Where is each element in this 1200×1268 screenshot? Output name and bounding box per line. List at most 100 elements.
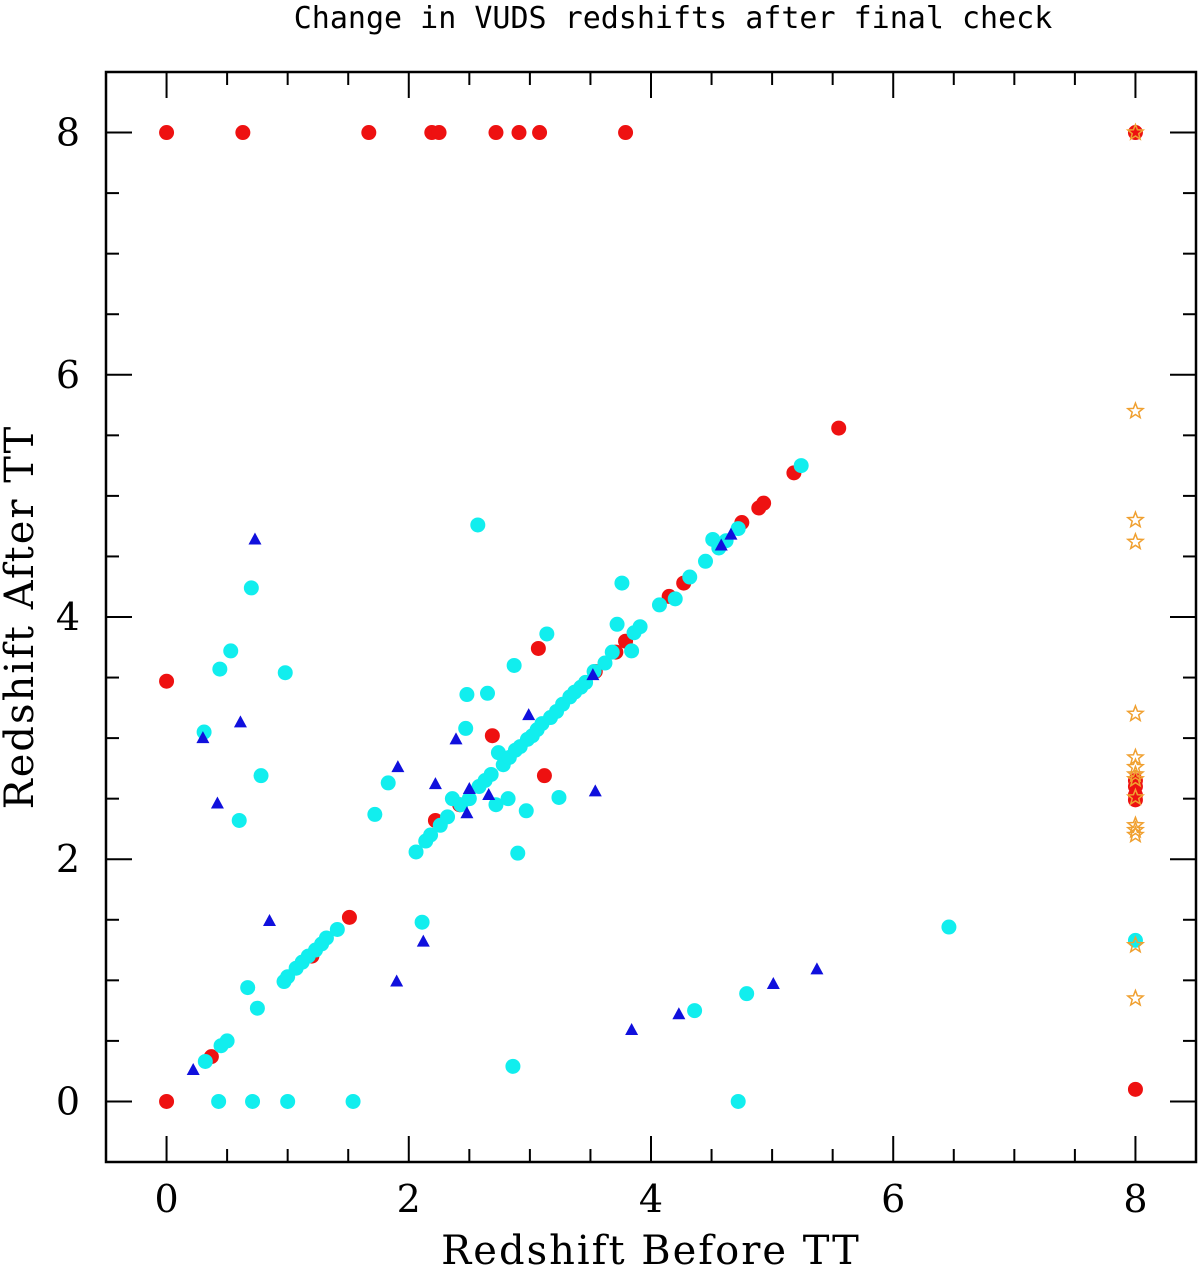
cyan-circle-point (318, 930, 334, 946)
cyan-circle-point (730, 1093, 746, 1109)
cyan-circle-point (458, 720, 474, 736)
red-circle-point (618, 125, 634, 141)
blue-triangle-point (449, 732, 463, 745)
cyan-circle-point (483, 766, 499, 782)
red-circle-point (831, 420, 847, 436)
blue-triangle-point (391, 760, 405, 773)
cyan-circle-point (551, 789, 567, 805)
blue-triangle-point (196, 731, 210, 744)
data-points (159, 122, 1146, 1109)
orange-star-point (1125, 764, 1146, 783)
tick-labels: 0 2 4 6 8 0 2 4 6 8 (56, 111, 1148, 1221)
red-circle-point (159, 125, 175, 141)
cyan-circle-point (459, 687, 475, 703)
y-axis-label: Redshift After TT (0, 425, 43, 810)
cyan-circle-point (249, 1000, 265, 1016)
orange-star-point (1125, 787, 1146, 806)
blue-triangle-point (233, 715, 247, 728)
y-tick-label: 6 (56, 353, 80, 397)
cyan-circle-point (414, 914, 430, 930)
red-circle-point (361, 125, 377, 141)
cyan-circle-point (518, 803, 534, 819)
orange-star-point (1125, 988, 1146, 1007)
cyan-circle-point (253, 768, 269, 784)
blue-triangle-point (482, 788, 496, 801)
cyan-circle-point (539, 626, 555, 642)
x-tick-label: 0 (154, 1177, 178, 1221)
cyan-circle-point (223, 643, 239, 659)
cyan-circle-point (614, 575, 630, 591)
blue-triangle-point (416, 934, 430, 947)
red-circle-point (431, 125, 447, 141)
cyan-circle-point (367, 806, 383, 822)
red-circle-point (341, 909, 357, 925)
y-tick-label: 4 (56, 595, 80, 639)
orange-star-point (1125, 509, 1146, 529)
x-axis-label: Redshift Before TT (441, 1228, 861, 1268)
red-circle-point (484, 728, 500, 744)
cyan-circle-point (682, 569, 698, 585)
red-circle-point (532, 125, 548, 141)
blue-triangle-point (263, 913, 276, 926)
cyan-circle-point (461, 791, 477, 807)
cyan-circle-point (1127, 932, 1143, 948)
cyan-circle-point (277, 665, 293, 681)
blue-triangle-point (714, 538, 728, 551)
x-tick-label: 2 (397, 1177, 421, 1221)
blue-triangle-point (210, 796, 224, 809)
orange-star-point (1125, 769, 1146, 788)
cyan-circle-point (505, 1058, 521, 1074)
cyan-circle-point (698, 553, 713, 569)
blue-triangle-point (810, 962, 824, 975)
blue-triangle-point (588, 784, 602, 797)
cyan-circle-point (245, 1093, 261, 1109)
blue-triangle-point (460, 806, 474, 819)
orange-star-point (1125, 824, 1146, 844)
blue-triangle-point (766, 976, 780, 989)
cyan-circle-point (500, 791, 516, 807)
cyan-circle-point (488, 797, 504, 813)
blue-triangle-point (586, 668, 600, 681)
chart-title: Change in VUDS redshifts after final che… (294, 1, 1053, 36)
cyan-circle-point (243, 580, 259, 596)
cyan-circle-point (730, 521, 746, 537)
y-tick-label: 8 (56, 111, 80, 155)
red-circle-point (159, 1093, 175, 1109)
orange-star-point (1125, 122, 1146, 141)
cyan-circle-point (231, 812, 247, 828)
orange-star-point (1125, 935, 1146, 954)
cyan-circle-point (651, 597, 667, 613)
cyan-circle-point (380, 775, 396, 791)
blue-triangle-point (248, 532, 262, 545)
cyan-circle-point (480, 685, 495, 701)
cyan-circle-point (329, 921, 345, 937)
cyan-circle-point (197, 1053, 213, 1069)
cyan-circle-point (280, 1093, 296, 1109)
cyan-circle-point (739, 986, 755, 1002)
orange-star-point (1125, 703, 1146, 723)
x-tick-label: 6 (881, 1177, 905, 1221)
cyan-circle-point (470, 517, 486, 533)
red-circle-point (235, 125, 251, 141)
axis-ticks (106, 72, 1196, 1162)
blue-triangle-point (462, 781, 476, 794)
red-circle-point (488, 125, 504, 141)
cyan-circle-point (609, 616, 625, 632)
cyan-circle-point (667, 591, 683, 607)
cyan-circle-point (597, 655, 613, 671)
plot-frame (104, 70, 1198, 1164)
cyan-circle-point (219, 1033, 235, 1049)
red-circle-point (159, 673, 175, 689)
cyan-circle-point (211, 1093, 227, 1109)
blue-triangle-point (724, 527, 738, 540)
cyan-circle-point (793, 458, 809, 474)
blue-triangle-point (390, 974, 404, 987)
cyan-circle-point (440, 809, 456, 825)
blue-triangle-point (672, 1007, 686, 1020)
cyan-circle-point (604, 644, 620, 660)
blue-triangle-point (625, 1022, 639, 1035)
cyan-circle-point (632, 619, 648, 635)
cyan-circle-point (408, 844, 424, 860)
orange-star-point (1125, 400, 1146, 420)
